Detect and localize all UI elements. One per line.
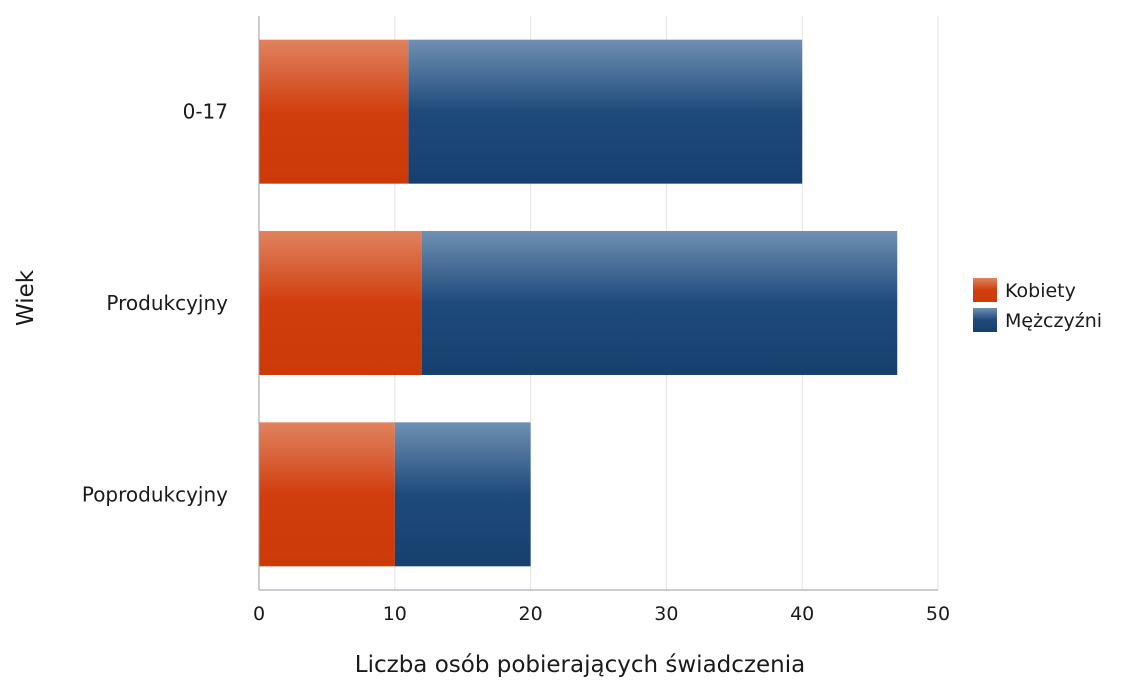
bar-kobiety-1 [259,231,422,375]
axes [258,16,938,591]
bars [259,39,898,567]
x-axis-title: Liczba osób pobierających świadczenia [355,652,805,678]
bar-kobiety-0 [259,39,409,184]
x-tick-label: 50 [926,603,950,625]
legend-label-kobiety: Kobiety [1005,280,1076,302]
category-label: Produkcyjny [106,291,228,315]
category-label: Poprodukcyjny [82,482,228,506]
bar-mezczyzni-2 [394,422,531,567]
category-labels: 0-17 Produkcyjny Poprodukcyjny [82,100,228,507]
category-label: 0-17 [183,100,228,124]
legend: Kobiety Mężczyźni [973,278,1102,332]
bar-mezczyzni-0 [408,39,803,184]
x-tick-label: 30 [654,603,678,625]
x-tick-label: 40 [790,603,814,625]
legend-swatch-kobiety [973,278,997,302]
x-tick-labels: 0 10 20 30 40 50 [253,603,950,625]
legend-label-mezczyzni: Mężczyźni [1005,310,1102,332]
x-tick-label: 20 [519,603,543,625]
bar-kobiety-2 [259,422,395,567]
x-tick-label: 10 [383,603,407,625]
y-axis-title: Wiek [13,269,39,326]
x-tick-label: 0 [253,603,265,625]
bar-mezczyzni-1 [421,231,898,375]
legend-swatch-mezczyzni [973,308,997,332]
